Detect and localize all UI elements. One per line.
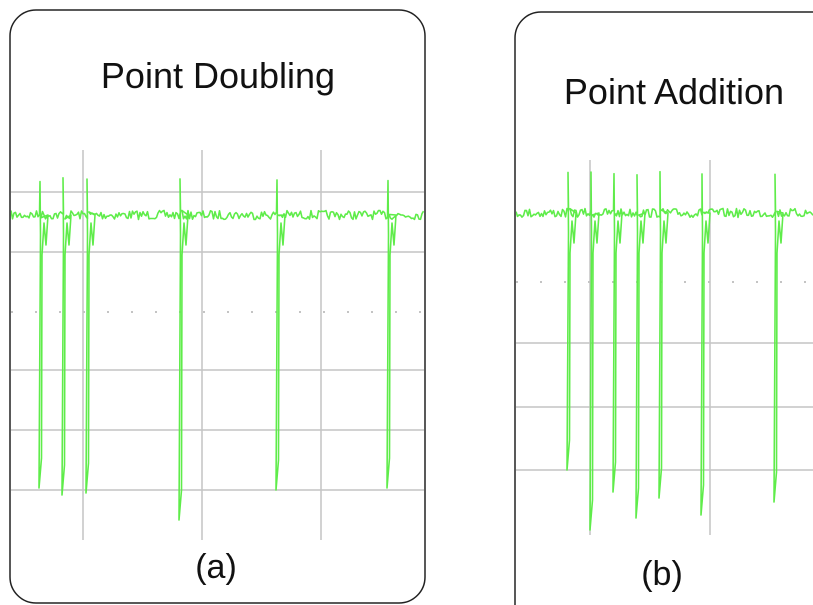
panel-label: (b): [641, 555, 683, 593]
panel-a: Point Doubling (a): [10, 10, 425, 603]
panel-title: Point Addition: [564, 71, 784, 112]
panel-title: Point Doubling: [101, 55, 335, 96]
panel-label: (a): [195, 548, 237, 586]
page: Point Doubling (a) Point Addition (b): [0, 0, 813, 605]
panel-frame: [10, 10, 425, 603]
panel-b: Point Addition (b): [515, 12, 813, 605]
figure: Point Doubling (a) Point Addition (b): [0, 0, 813, 605]
